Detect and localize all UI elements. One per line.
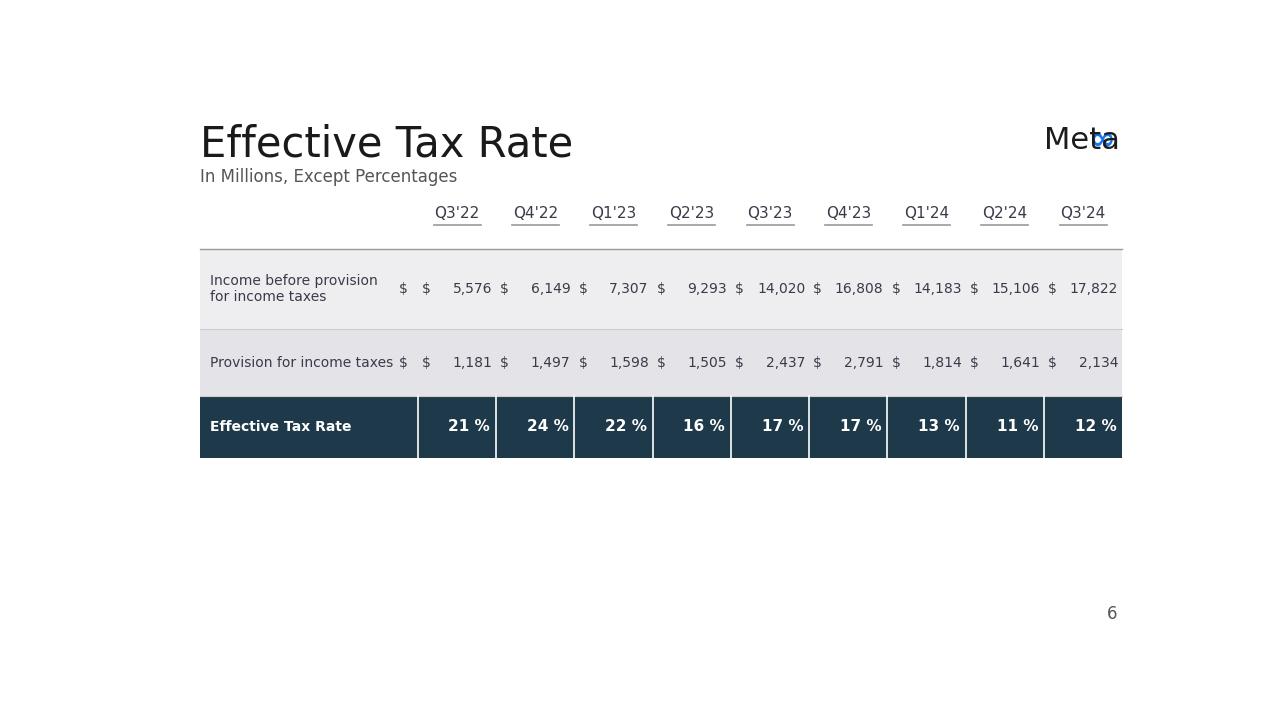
Text: 16 %: 16 % (684, 419, 724, 434)
Text: $: $ (398, 282, 407, 296)
Text: $: $ (398, 355, 407, 370)
Text: Q1'23: Q1'23 (591, 206, 636, 221)
Bar (200, 396, 1123, 458)
Text: Q2'24: Q2'24 (982, 206, 1028, 221)
Text: Income before provision
for income taxes: Income before provision for income taxes (210, 274, 378, 304)
Text: 11 %: 11 % (997, 419, 1038, 434)
Text: Q3'22: Q3'22 (434, 206, 480, 221)
Text: Q2'23: Q2'23 (669, 206, 714, 221)
Text: 14,183: 14,183 (913, 282, 961, 296)
Text: Effective Tax Rate: Effective Tax Rate (210, 420, 351, 434)
Text: 2,791: 2,791 (844, 355, 883, 370)
Text: $: $ (422, 282, 431, 296)
Text: 2,437: 2,437 (765, 355, 805, 370)
Text: 16,808: 16,808 (835, 282, 883, 296)
Text: Q3'23: Q3'23 (748, 206, 792, 221)
Text: 1,598: 1,598 (609, 355, 649, 370)
Text: 12 %: 12 % (1074, 419, 1116, 434)
Text: $: $ (735, 282, 744, 296)
Text: 5,576: 5,576 (453, 282, 493, 296)
Text: $: $ (579, 282, 588, 296)
Text: 1,641: 1,641 (1000, 355, 1041, 370)
Text: $: $ (970, 282, 979, 296)
Text: 17 %: 17 % (840, 419, 882, 434)
Text: 13 %: 13 % (918, 419, 960, 434)
Text: Meta: Meta (1044, 126, 1120, 155)
Text: 17 %: 17 % (762, 419, 804, 434)
Text: $: $ (422, 355, 431, 370)
Text: $: $ (1048, 282, 1057, 296)
Text: 21 %: 21 % (448, 419, 490, 434)
Text: Provision for income taxes: Provision for income taxes (210, 355, 393, 370)
Text: 9,293: 9,293 (687, 282, 727, 296)
Text: 1,814: 1,814 (922, 355, 961, 370)
Text: 1,505: 1,505 (687, 355, 727, 370)
Text: $: $ (500, 355, 509, 370)
Text: $: $ (891, 355, 900, 370)
Text: $: $ (500, 282, 509, 296)
Bar (200, 329, 1123, 396)
Text: $: $ (813, 355, 822, 370)
Text: 6: 6 (1107, 605, 1117, 623)
Text: 17,822: 17,822 (1070, 282, 1119, 296)
Text: Q4'23: Q4'23 (826, 206, 870, 221)
Text: Effective Tax Rate: Effective Tax Rate (200, 123, 573, 165)
Text: 22 %: 22 % (604, 419, 646, 434)
Text: 1,181: 1,181 (452, 355, 493, 370)
Text: $: $ (891, 282, 900, 296)
Bar (200, 248, 1123, 329)
Text: Q4'22: Q4'22 (513, 206, 558, 221)
Text: 7,307: 7,307 (609, 282, 649, 296)
Text: $: $ (657, 355, 666, 370)
Text: Q1'24: Q1'24 (904, 206, 950, 221)
Text: 2,134: 2,134 (1079, 355, 1119, 370)
Text: 1,497: 1,497 (531, 355, 571, 370)
Text: $: $ (579, 355, 588, 370)
Text: $: $ (735, 355, 744, 370)
Text: In Millions, Except Percentages: In Millions, Except Percentages (200, 168, 457, 186)
Text: $: $ (813, 282, 822, 296)
Text: 14,020: 14,020 (756, 282, 805, 296)
Text: $: $ (970, 355, 979, 370)
Text: 15,106: 15,106 (992, 282, 1041, 296)
Text: $: $ (657, 282, 666, 296)
Text: ∞: ∞ (1089, 126, 1115, 155)
Text: 24 %: 24 % (526, 419, 568, 434)
Text: 6,149: 6,149 (531, 282, 571, 296)
Text: Q3'24: Q3'24 (1061, 206, 1106, 221)
Text: $: $ (1048, 355, 1057, 370)
